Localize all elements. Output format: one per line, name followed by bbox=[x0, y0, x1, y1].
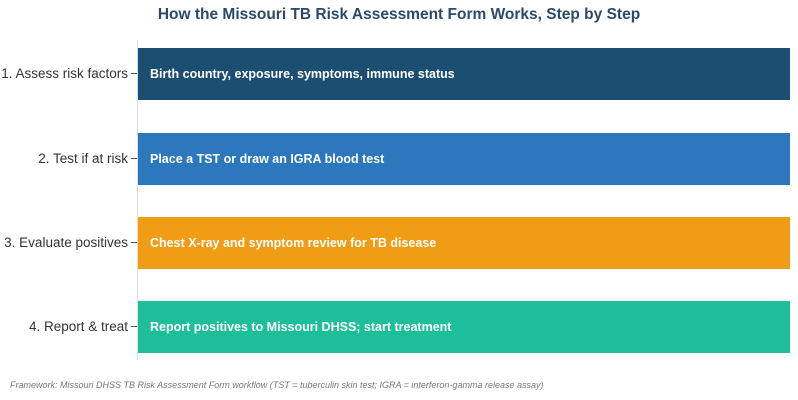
step-1-label: 1. Assess risk factors bbox=[1, 66, 128, 81]
step-3-bar: Chest X-ray and symptom review for TB di… bbox=[138, 217, 790, 269]
step-3-label: 3. Evaluate positives bbox=[4, 235, 128, 250]
step-3-tick bbox=[131, 242, 137, 243]
step-3: 3. Evaluate positives Chest X-ray and sy… bbox=[0, 217, 798, 269]
step-1-tick bbox=[131, 73, 137, 74]
step-1-text: Birth country, exposure, symptoms, immun… bbox=[150, 67, 455, 81]
step-4-tick bbox=[131, 326, 137, 327]
step-4-label: 4. Report & treat bbox=[28, 319, 128, 334]
axis-line bbox=[137, 40, 138, 360]
step-2-bar: Place a TST or draw an IGRA blood test bbox=[138, 133, 790, 185]
step-2-tick bbox=[131, 158, 137, 159]
page-title: How the Missouri TB Risk Assessment Form… bbox=[157, 6, 641, 23]
step-4-text: Report positives to Missouri DHSS; start… bbox=[150, 320, 452, 334]
step-1: 1. Assess risk factors Birth country, ex… bbox=[0, 48, 798, 100]
step-2-text: Place a TST or draw an IGRA blood test bbox=[150, 152, 385, 166]
step-2-label: 2. Test if at risk bbox=[38, 151, 128, 166]
step-3-text: Chest X-ray and symptom review for TB di… bbox=[150, 236, 437, 250]
step-4-bar: Report positives to Missouri DHSS; start… bbox=[138, 301, 790, 353]
footnote: Framework: Missouri DHSS TB Risk Assessm… bbox=[10, 380, 544, 390]
step-4: 4. Report & treat Report positives to Mi… bbox=[0, 301, 798, 353]
step-1-bar: Birth country, exposure, symptoms, immun… bbox=[138, 48, 790, 100]
step-2: 2. Test if at risk Place a TST or draw a… bbox=[0, 133, 798, 185]
